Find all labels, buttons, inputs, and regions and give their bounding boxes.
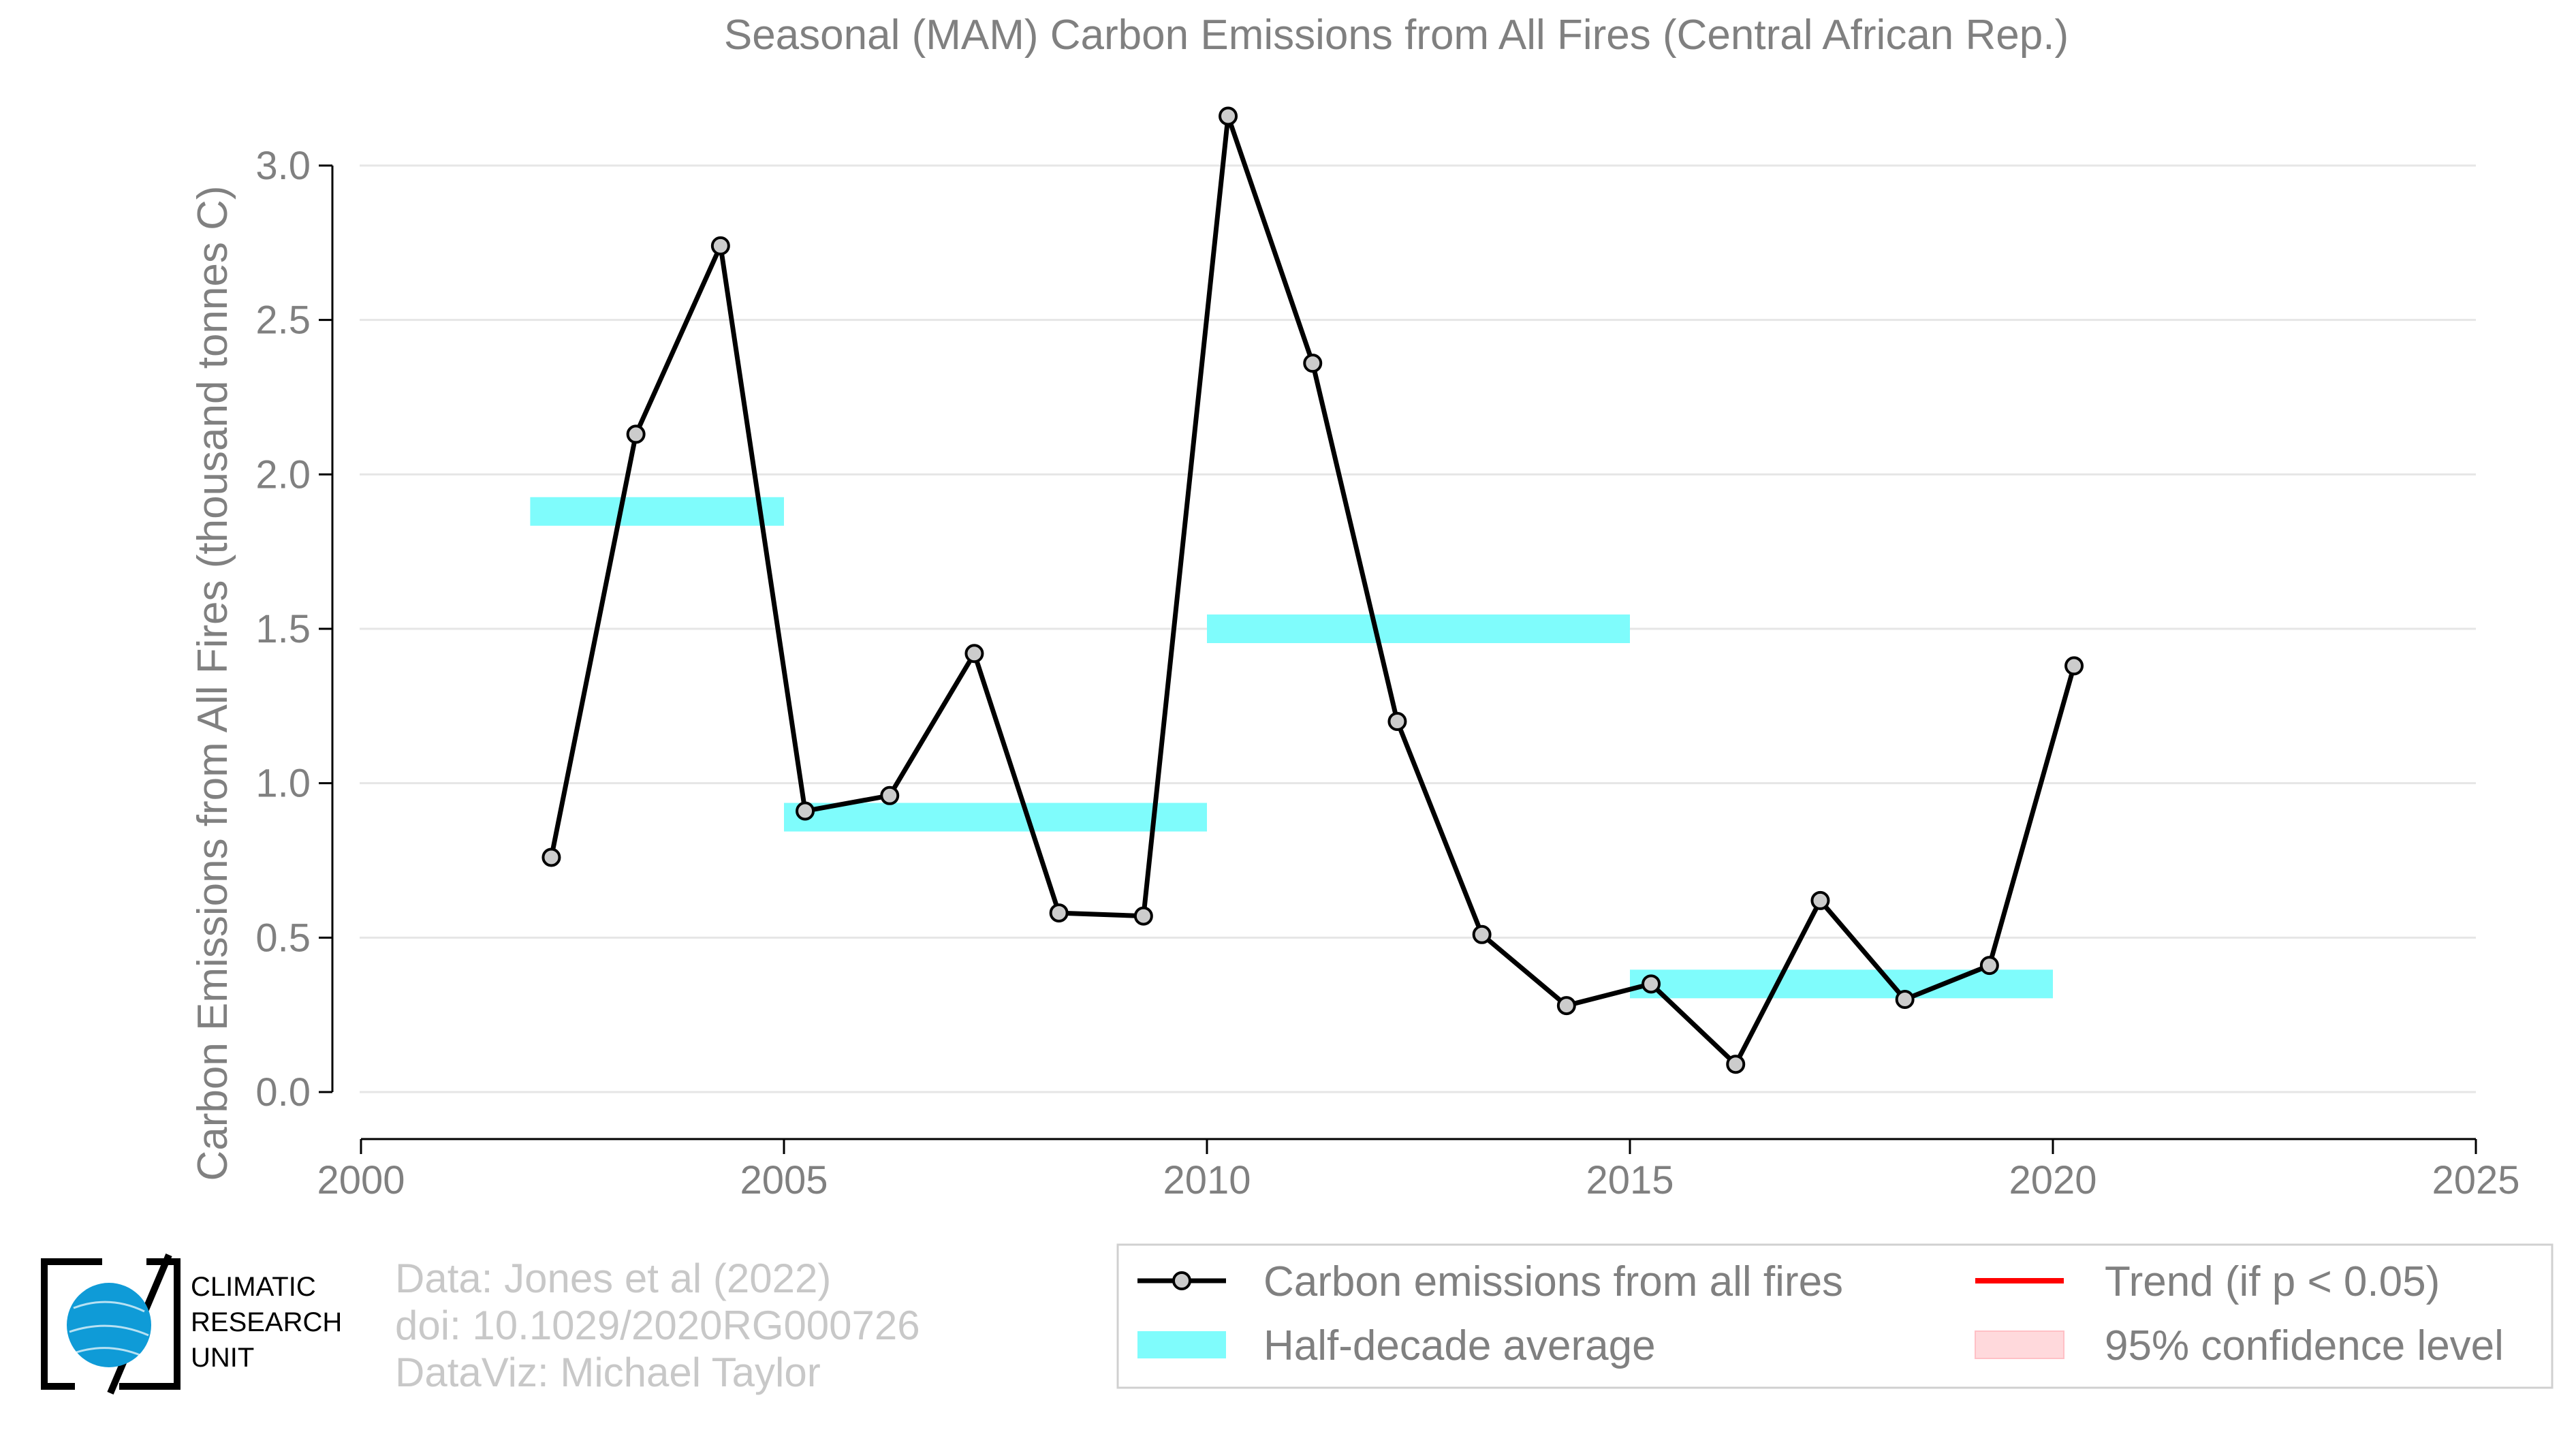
x-tick-label: 2015 (1586, 1158, 1674, 1202)
chart-title: Seasonal (MAM) Carbon Emissions from All… (724, 12, 2069, 59)
data-point-2003.25 (626, 424, 646, 444)
half-decade-average-bar-1 (784, 803, 1207, 832)
data-point-2004.25 (710, 236, 730, 255)
y-tick-label: 2.0 (255, 452, 311, 497)
legend-frame (1116, 1243, 2554, 1389)
legend-label-trend: Trend (if p < 0.05) (2105, 1258, 2440, 1305)
data-point-2019.25 (1979, 956, 1999, 976)
data-point-2010.25 (1219, 106, 1238, 126)
x-axis-ticks: 2000 2005 2010 2015 2020 2025 (317, 1139, 2520, 1202)
data-point-2012.25 (1387, 712, 1407, 731)
data-point-2017.25 (1810, 890, 1830, 910)
data-point-2011.25 (1303, 354, 1323, 373)
half-decade-average-bar-2 (1207, 614, 1630, 643)
y-tick-label: 3.0 (255, 144, 311, 188)
y-tick-label: 1.0 (255, 762, 311, 806)
y-tick-label: 0.0 (255, 1070, 311, 1115)
data-point-2018.25 (1895, 990, 1915, 1009)
legend-key-confidence (1975, 1330, 2064, 1359)
data-point-2002.25 (541, 847, 561, 867)
legend: Carbon emissions from all fires Trend (i… (1116, 1243, 2554, 1389)
legend-label-emissions: Carbon emissions from all fires (1263, 1258, 1843, 1305)
legend-key-emissions (1137, 1271, 1226, 1290)
credit-data-source: Data: Jones et al (2022) (395, 1256, 831, 1301)
data-point-2005.25 (796, 801, 815, 821)
y-axis-label: Carbon Emissions from All Fires (thousan… (189, 185, 236, 1181)
data-point-2013.25 (1472, 924, 1492, 944)
legend-key-half-decade (1137, 1331, 1226, 1358)
data-point-2020.25 (2064, 656, 2084, 676)
half-decade-average-bar-0 (530, 497, 784, 526)
half-decade-average-bar-3 (1630, 969, 2053, 999)
y-tick-label: 0.5 (255, 916, 311, 960)
data-point-2006.25 (880, 785, 900, 805)
data-point-2008.25 (1049, 903, 1069, 923)
logo-line-research: RESEARCH (191, 1307, 342, 1337)
y-tick-label: 1.5 (255, 607, 311, 651)
x-tick-label: 2000 (317, 1158, 405, 1202)
x-tick-label: 2025 (2432, 1158, 2519, 1202)
data-point-2009.25 (1133, 906, 1153, 926)
grid (360, 164, 2476, 1093)
cru-logo (41, 1254, 180, 1395)
x-tick-label: 2005 (740, 1158, 828, 1202)
data-point-2007.25 (964, 644, 984, 664)
data-point-2015.25 (1642, 974, 1661, 994)
x-tick-label: 2020 (2009, 1158, 2096, 1202)
y-axis-ticks: 0.0 0.5 1.0 1.5 2.0 2.5 3.0 (255, 144, 332, 1115)
credit-dataviz: DataViz: Michael Taylor (395, 1350, 821, 1395)
data-point-2014.25 (1556, 996, 1576, 1016)
logo-line-unit: UNIT (191, 1343, 254, 1373)
half-decade-average-bars (530, 497, 2053, 999)
logo-line-climatic: CLIMATIC (191, 1272, 316, 1302)
credit-doi: doi: 10.1029/2020RG000726 (395, 1303, 920, 1348)
legend-label-confidence: 95% confidence level (2105, 1322, 2504, 1369)
data-point-2016.25 (1726, 1055, 1746, 1074)
y-tick-label: 2.5 (255, 298, 311, 343)
legend-label-half-decade: Half-decade average (1263, 1322, 1656, 1369)
x-tick-label: 2010 (1163, 1158, 1251, 1202)
emissions-series (541, 106, 2084, 1074)
